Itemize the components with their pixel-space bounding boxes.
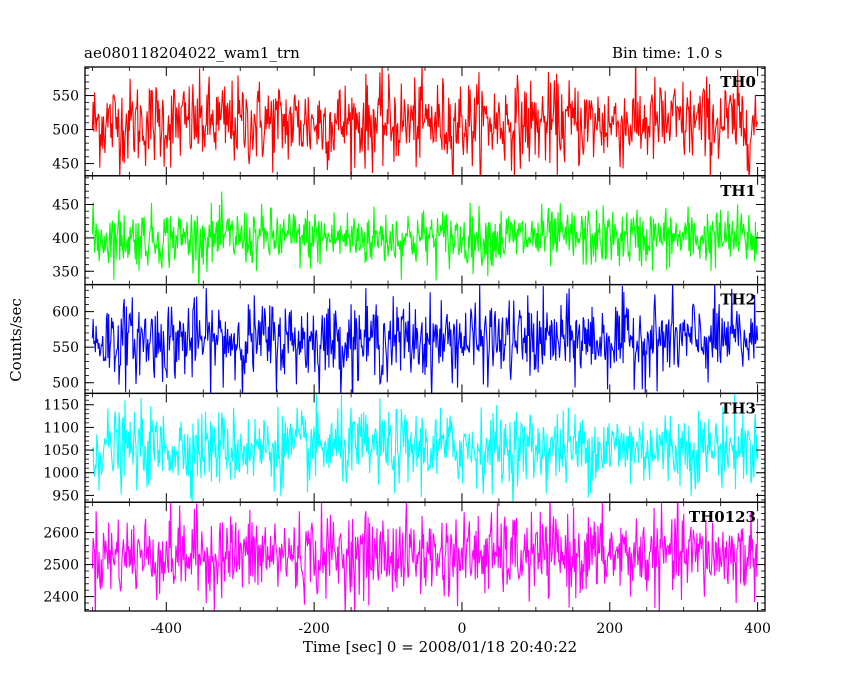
y-tick-label: 400 [52, 231, 79, 247]
y-tick-label: 1100 [43, 420, 79, 436]
y-tick-label: 600 [52, 305, 79, 321]
series-line-th1 [91, 191, 759, 285]
y-tick-label: 2400 [43, 590, 79, 606]
y-tick-label: 500 [52, 376, 79, 392]
y-tick-label: 2500 [43, 558, 79, 574]
y-tick-label: 500 [52, 123, 79, 139]
y-tick-label: 550 [52, 340, 79, 356]
y-tick-label: 450 [52, 198, 79, 214]
series-line-th0 [91, 67, 759, 176]
y-tick-label: 950 [52, 488, 79, 504]
bin-time-label: Bin time: 1.0 s [612, 44, 723, 62]
series-line-th2 [91, 284, 759, 394]
y-tick-label: 450 [52, 157, 79, 173]
panel-label-th3: TH3 [720, 399, 756, 417]
panel-label-th0: TH0 [720, 73, 756, 91]
x-tick-label: -400 [151, 621, 182, 637]
x-tick-label: 0 [457, 621, 466, 637]
panel-label-th0123: TH0123 [689, 508, 756, 526]
series-line-th0123 [91, 502, 759, 612]
y-axis-label: Counts/sec [7, 298, 25, 382]
y-tick-label: 350 [52, 264, 79, 280]
y-tick-label: 1000 [43, 466, 79, 482]
x-axis-label: Time [sec] 0 = 2008/01/18 20:40:22 [302, 638, 578, 656]
y-tick-label: 2600 [43, 526, 79, 542]
x-tick-label: 200 [596, 621, 623, 637]
y-tick-label: 550 [52, 89, 79, 105]
panel-label-th2: TH2 [720, 291, 756, 309]
series-line-th3 [91, 393, 759, 503]
panel-label-th1: TH1 [720, 182, 756, 200]
x-tick-label: -200 [298, 621, 329, 637]
y-tick-label: 1150 [43, 398, 79, 414]
title-left: ae080118204022_wam1_trn [84, 44, 300, 62]
x-tick-label: 400 [744, 621, 771, 637]
y-tick-label: 1050 [43, 443, 79, 459]
